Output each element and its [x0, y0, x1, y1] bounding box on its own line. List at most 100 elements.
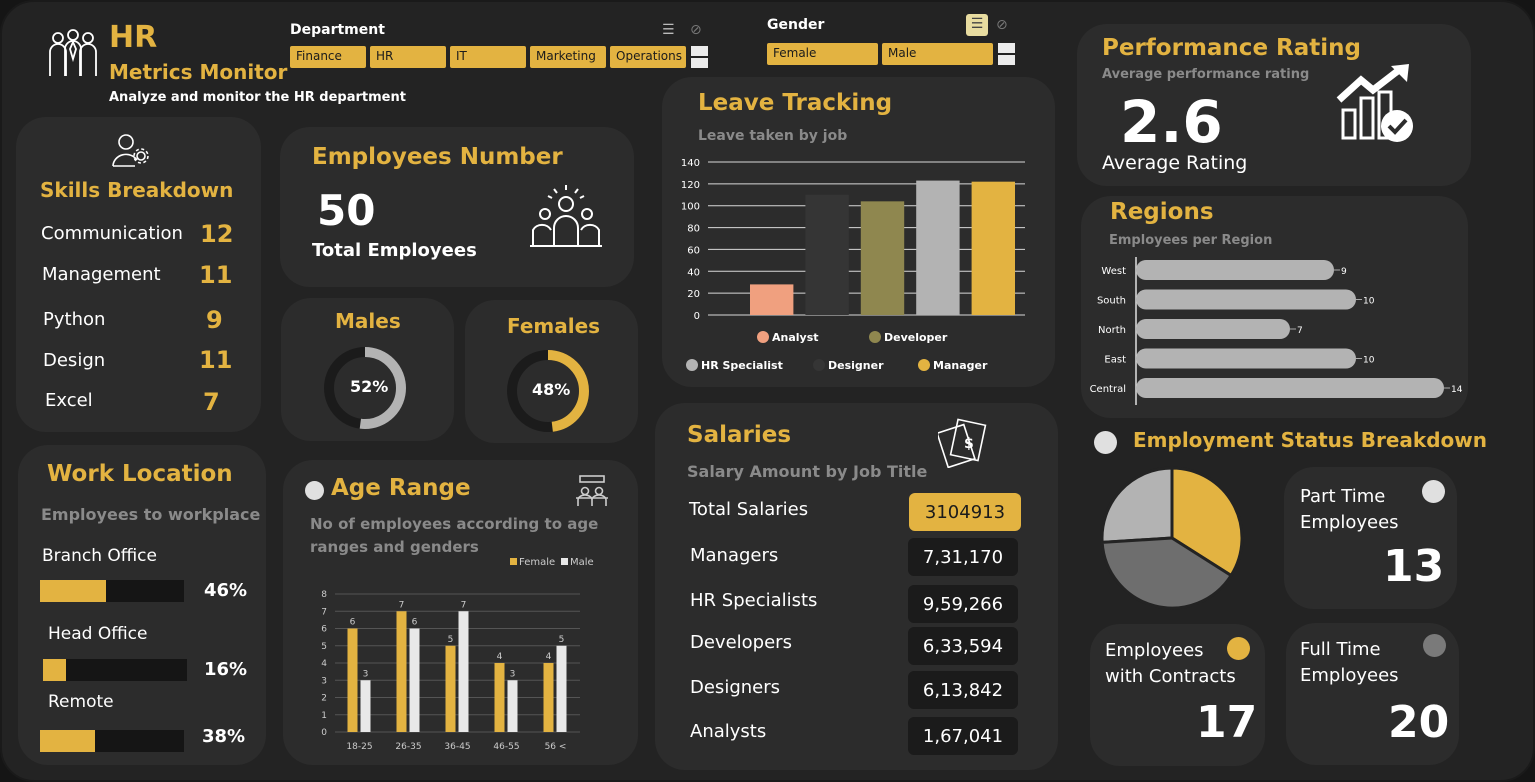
- employees-card: [280, 127, 634, 287]
- contracts-value: 17: [1196, 697, 1258, 748]
- part-time-dot: [1422, 480, 1445, 503]
- legend-label: Analyst: [772, 331, 819, 344]
- data-label: 5: [448, 635, 454, 645]
- skill-name: Design: [43, 350, 106, 371]
- meeting-icon: [576, 475, 608, 506]
- males-percent: 52%: [350, 377, 389, 396]
- data-label: 3: [510, 669, 516, 679]
- department-option-marketing[interactable]: Marketing: [530, 46, 606, 68]
- skills-card: [16, 117, 261, 432]
- money-icon: $: [938, 418, 987, 468]
- y-tick-label: 2: [321, 694, 327, 704]
- regions-chart: West 9 South 10 North 7 East 10 Central 14: [1090, 257, 1463, 405]
- user-settings-icon: [112, 134, 149, 167]
- department-option-hr[interactable]: HR: [370, 46, 446, 68]
- y-tick-label: 1: [321, 711, 327, 721]
- regions-subtitle: Employees per Region: [1109, 233, 1273, 248]
- leave-bar: [971, 181, 1015, 315]
- y-tick-label: 8: [321, 590, 327, 600]
- females-donut: [507, 350, 589, 432]
- leave-bar: [805, 194, 849, 315]
- app-tagline: Analyze and monitor the HR department: [109, 90, 406, 105]
- salary-value: 1,67,041: [908, 717, 1018, 755]
- age-range-chart: 0123456786318-257626-355736-454346-55455…: [321, 557, 593, 752]
- age-range-subtitle: ranges and genders: [310, 538, 479, 556]
- males-card: [281, 298, 454, 441]
- salary-label: Managers: [690, 545, 779, 566]
- multi-select-icon[interactable]: ☰: [966, 14, 988, 36]
- legend-label: HR Specialist: [701, 359, 783, 372]
- department-option-it[interactable]: IT: [450, 46, 526, 68]
- y-tick-label: 3: [321, 676, 327, 686]
- skill-name: Python: [43, 309, 106, 330]
- legend-marker: [686, 359, 698, 371]
- salary-label: Designers: [690, 677, 780, 698]
- svg-text:$: $: [964, 436, 974, 452]
- males-donut: [324, 347, 406, 429]
- full-time-label: Employees: [1300, 665, 1399, 686]
- legend-marker: [813, 359, 825, 371]
- department-option-operations[interactable]: Operations: [610, 46, 686, 68]
- skill-name: Management: [42, 264, 161, 285]
- work-location-subtitle: Employees to workplace: [41, 505, 261, 524]
- gender-option-female[interactable]: Female: [767, 43, 878, 65]
- performance-value: 2.6: [1120, 88, 1223, 156]
- y-tick-label: 5: [321, 642, 327, 652]
- salary-value: 6,13,842: [908, 671, 1018, 709]
- skill-name: Excel: [45, 390, 93, 411]
- data-label: 7: [461, 600, 467, 610]
- full-time-label: Full Time: [1300, 639, 1381, 660]
- age-bar: [360, 680, 371, 732]
- y-tick-label: 120: [681, 180, 700, 191]
- age-bar: [494, 663, 505, 732]
- pie-slice: [1100, 466, 1174, 544]
- location-percent: 38%: [202, 726, 246, 747]
- location-name: Head Office: [48, 624, 148, 644]
- location-name: Branch Office: [42, 546, 157, 566]
- location-bar-fill: [40, 730, 95, 752]
- age-bar: [458, 611, 469, 732]
- data-label: 4: [546, 652, 552, 662]
- age-bar: [556, 645, 567, 732]
- data-label: 4: [497, 652, 503, 662]
- multi-select-icon[interactable]: ☰: [662, 22, 675, 38]
- legend-marker: [918, 359, 930, 371]
- males-title: Males: [335, 309, 401, 333]
- employees-title: Employees Number: [312, 144, 563, 170]
- employment-status-title: Employment Status Breakdown: [1133, 428, 1487, 452]
- age-bar: [445, 645, 456, 732]
- salary-value: 7,31,170: [908, 538, 1018, 576]
- females-card: [465, 300, 638, 443]
- location-percent: 16%: [204, 659, 248, 680]
- region-bar: [1136, 319, 1290, 339]
- performance-subtitle: Average performance rating: [1102, 67, 1310, 82]
- employees-value: 50: [317, 186, 376, 235]
- legend-marker: [510, 558, 517, 565]
- gender-slicer-scroll-down[interactable]: [998, 55, 1015, 65]
- clear-filter-icon[interactable]: ⊘: [690, 22, 702, 38]
- gender-slicer-scroll-up[interactable]: [998, 43, 1015, 53]
- department-slicer-scroll-down[interactable]: [691, 58, 708, 68]
- department-slicer-scroll-up[interactable]: [691, 46, 708, 56]
- data-label: 14: [1451, 385, 1463, 395]
- y-tick-label: 100: [681, 202, 700, 213]
- x-tick-label: 46-55: [493, 742, 519, 752]
- department-option-finance[interactable]: Finance: [290, 46, 366, 68]
- x-tick-label: 36-45: [444, 742, 470, 752]
- salary-value: 6,33,594: [908, 627, 1018, 665]
- gender-option-male[interactable]: Male: [882, 43, 993, 65]
- donut-arc: [324, 347, 406, 429]
- salary-label: Analysts: [690, 721, 767, 742]
- skill-name: Communication: [41, 223, 183, 244]
- data-label: 5: [559, 635, 565, 645]
- legend-label: Designer: [828, 359, 884, 372]
- performance-label: Average Rating: [1102, 152, 1248, 174]
- skill-count: 7: [203, 388, 220, 416]
- location-bar: [43, 659, 187, 681]
- performance-card: [1077, 24, 1471, 186]
- location-bar: [40, 730, 184, 752]
- team-icon: [49, 29, 97, 76]
- growth-chart-icon: [1336, 64, 1413, 142]
- clear-filter-icon[interactable]: ⊘: [996, 17, 1008, 33]
- leave-bar: [916, 180, 960, 315]
